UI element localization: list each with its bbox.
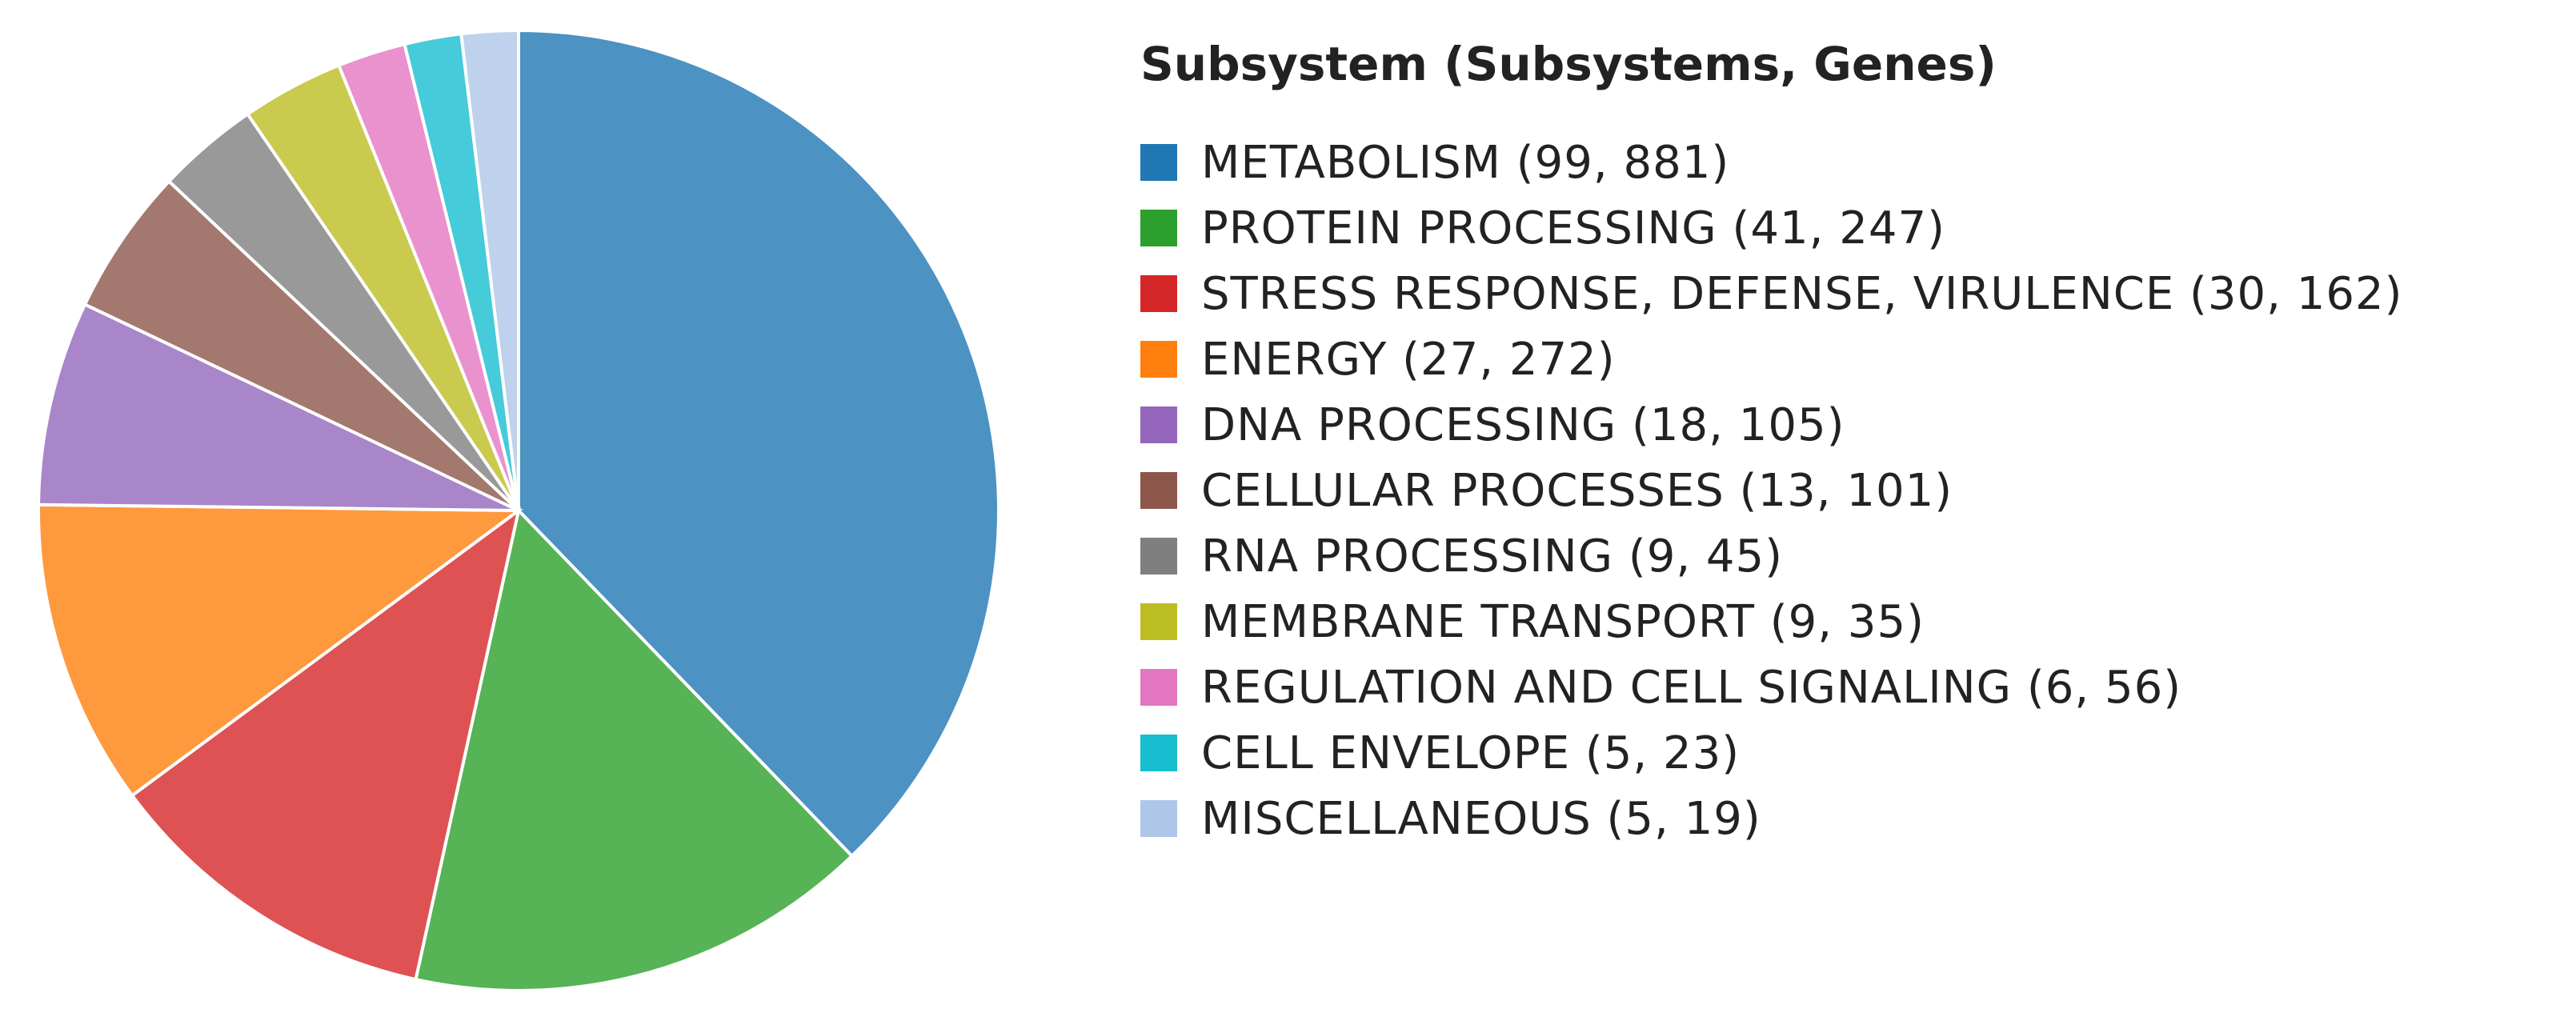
legend-label: ENERGY (27, 272) — [1201, 333, 1616, 386]
pie-slice-4[interactable] — [37, 302, 519, 512]
legend-items: METABOLISM (99, 881) PROTEIN PROCESSING (… — [1140, 130, 2403, 851]
legend-swatch — [1140, 210, 1177, 246]
pie-chart — [37, 28, 1000, 992]
pie-slice-1[interactable] — [414, 506, 855, 992]
legend-label: STRESS RESPONSE, DEFENSE, VIRULENCE (30,… — [1201, 267, 2403, 320]
pie-slice-2[interactable] — [130, 506, 522, 982]
legend-swatch — [1140, 800, 1177, 837]
legend-label: METABOLISM (99, 881) — [1201, 136, 1730, 189]
legend-swatch — [1140, 538, 1177, 575]
pie-slice-0[interactable] — [517, 28, 1000, 859]
legend-swatch — [1140, 275, 1177, 312]
legend-item[interactable]: PROTEIN PROCESSING (41, 247) — [1140, 195, 2403, 261]
legend-item[interactable]: ENERGY (27, 272) — [1140, 326, 2403, 392]
pie-slice-10[interactable] — [459, 28, 520, 511]
legend-item[interactable]: STRESS RESPONSE, DEFENSE, VIRULENCE (30,… — [1140, 261, 2403, 326]
legend-label: DNA PROCESSING (18, 105) — [1201, 398, 1845, 451]
legend-item[interactable]: RNA PROCESSING (9, 45) — [1140, 523, 2403, 589]
legend-item[interactable]: MEMBRANE TRANSPORT (9, 35) — [1140, 589, 2403, 655]
legend-swatch — [1140, 472, 1177, 509]
pie-slice-5[interactable] — [82, 178, 520, 512]
legend-label: CELL ENVELOPE (5, 23) — [1201, 727, 1741, 779]
legend-label: MISCELLANEOUS (5, 19) — [1201, 792, 1761, 845]
legend-label: REGULATION AND CELL SIGNALING (6, 56) — [1201, 661, 2182, 714]
legend-swatch — [1140, 406, 1177, 443]
legend-title: Subsystem (Subsystems, Genes) — [1140, 37, 1997, 91]
legend-label: CELLULAR PROCESSES (13, 101) — [1201, 464, 1953, 517]
legend-label: MEMBRANE TRANSPORT (9, 35) — [1201, 595, 1925, 648]
pie-slice-3[interactable] — [37, 502, 523, 798]
legend-label: PROTEIN PROCESSING (41, 247) — [1201, 202, 1945, 254]
legend-swatch — [1140, 144, 1177, 181]
legend-label: RNA PROCESSING (9, 45) — [1201, 530, 1784, 583]
legend-item[interactable]: CELL ENVELOPE (5, 23) — [1140, 720, 2403, 786]
legend-swatch — [1140, 341, 1177, 378]
legend: Subsystem (Subsystems, Genes) METABOLISM… — [1140, 32, 2403, 851]
legend-item[interactable]: MISCELLANEOUS (5, 19) — [1140, 786, 2403, 851]
legend-swatch — [1140, 603, 1177, 640]
legend-item[interactable]: CELLULAR PROCESSES (13, 101) — [1140, 458, 2403, 523]
legend-item[interactable]: REGULATION AND CELL SIGNALING (6, 56) — [1140, 655, 2403, 720]
legend-swatch — [1140, 669, 1177, 706]
legend-swatch — [1140, 735, 1177, 771]
legend-item[interactable]: DNA PROCESSING (18, 105) — [1140, 392, 2403, 458]
legend-item[interactable]: METABOLISM (99, 881) — [1140, 130, 2403, 195]
